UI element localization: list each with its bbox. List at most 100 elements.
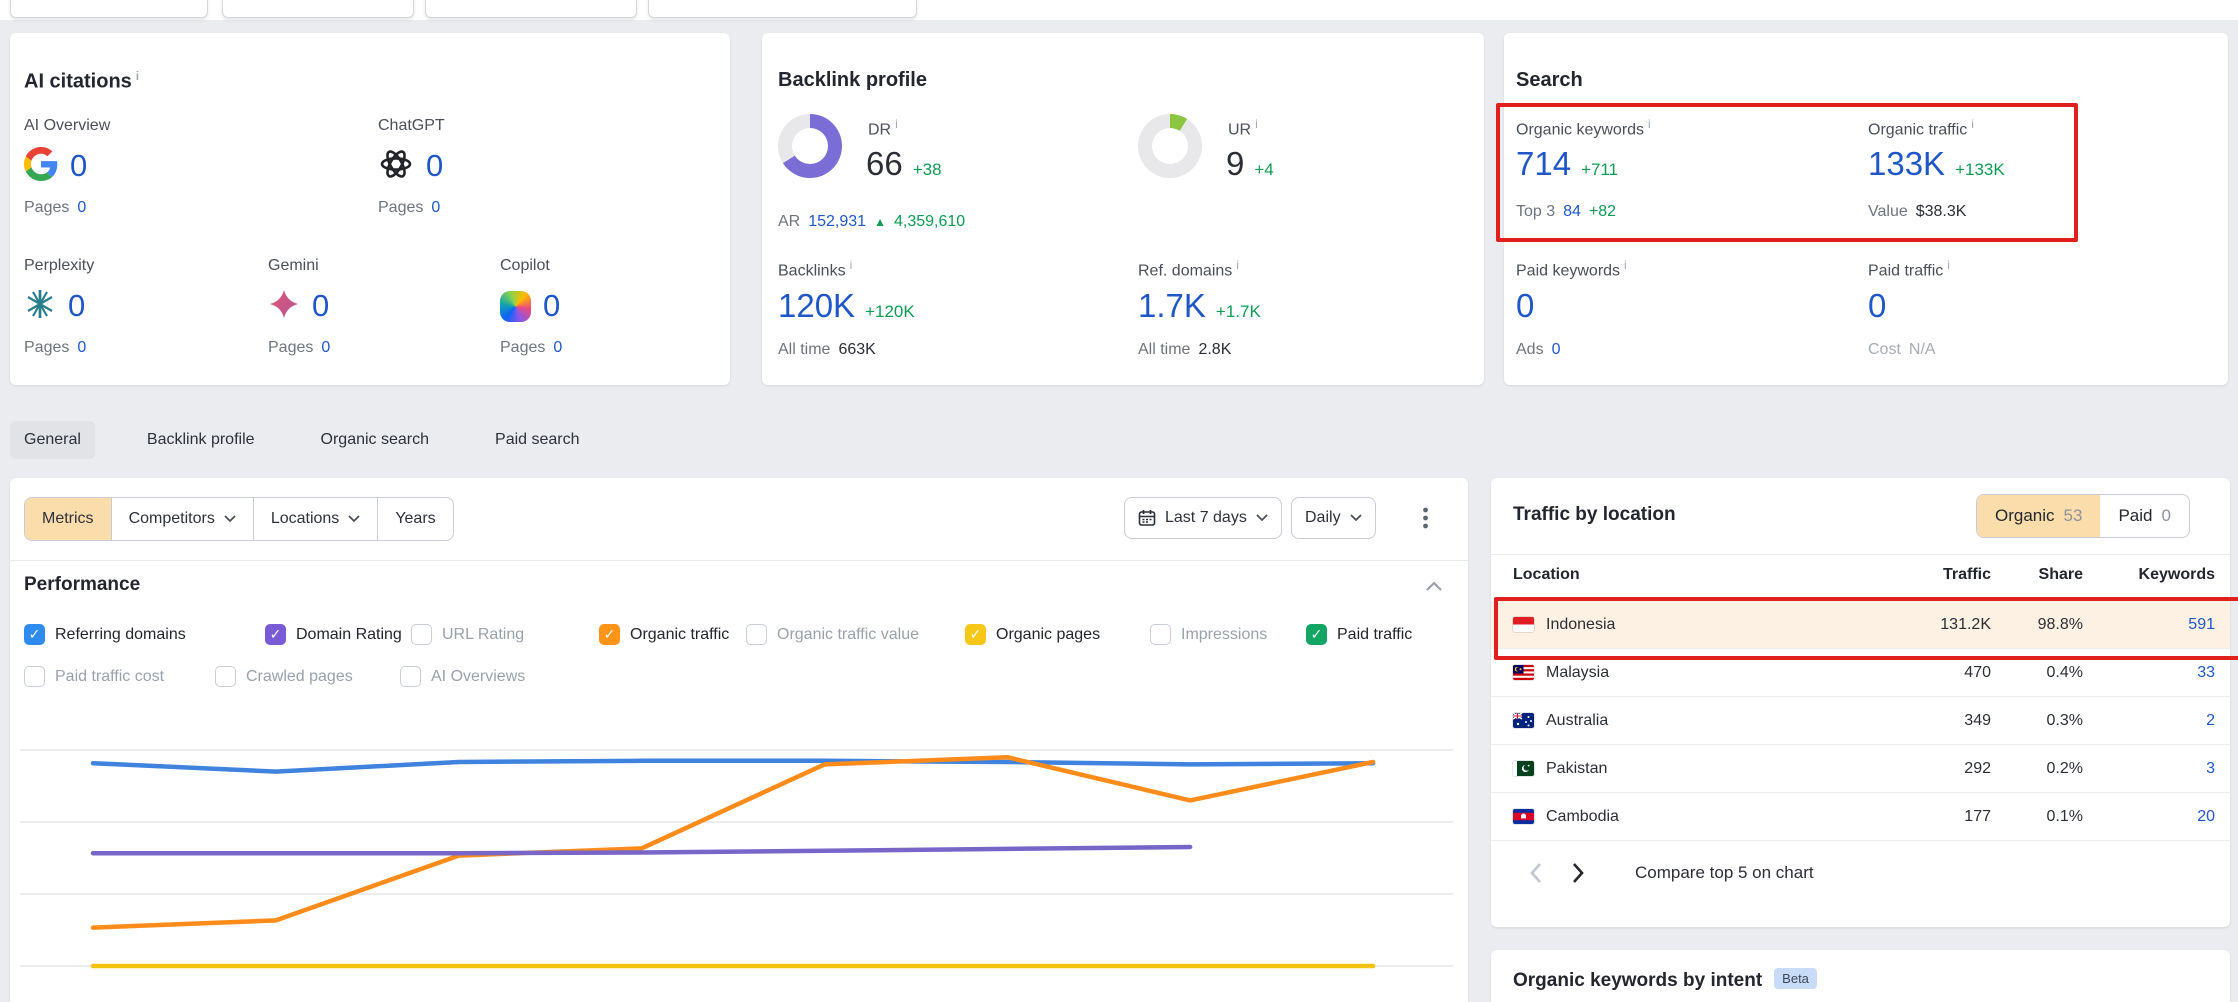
keywords-by-intent-card: Organic keywords by intent Beta: [1491, 950, 2230, 1002]
keywords-count-link[interactable]: 3: [2206, 759, 2215, 777]
checkbox[interactable]: [1306, 624, 1327, 645]
checkbox-domain-rating[interactable]: Domain Rating: [265, 624, 402, 645]
pages-count-link[interactable]: 0: [77, 199, 87, 216]
gemini-count: 0: [312, 288, 330, 323]
table-row-pakistan[interactable]: Pakistan 292 0.2% 3: [1491, 745, 2230, 793]
tab-paid-search[interactable]: Paid search: [495, 431, 580, 448]
report-tabs: General Backlink profile Organic search …: [10, 417, 594, 463]
ref-domains-value-link[interactable]: 1.7K: [1138, 287, 1206, 324]
info-icon[interactable]: i: [1624, 258, 1627, 272]
checkbox-organic-traffic[interactable]: Organic traffic: [599, 624, 729, 645]
paid-count: 0: [2161, 506, 2171, 525]
top3-value-link[interactable]: 84: [1563, 203, 1581, 220]
top-input-fragment[interactable]: [10, 0, 208, 18]
checkbox-impressions[interactable]: Impressions: [1150, 624, 1267, 645]
chevron-down-icon: [1349, 514, 1362, 522]
checkbox-organic-pages[interactable]: Organic pages: [965, 624, 1100, 645]
years-filter-button[interactable]: Years: [377, 498, 452, 540]
pages-count-link[interactable]: 0: [431, 199, 441, 216]
pages-count-link[interactable]: 0: [77, 339, 87, 356]
checkbox-label: Organic traffic value: [777, 625, 919, 643]
backlinks-label: Backlinks i: [778, 258, 853, 280]
paid-keywords-value-link[interactable]: 0: [1516, 287, 1535, 324]
checkbox[interactable]: [599, 624, 620, 645]
info-icon[interactable]: i: [895, 117, 898, 131]
backlink-profile-title: Backlink profile: [778, 69, 927, 91]
ar-delta: 4,359,610: [893, 213, 966, 230]
checkbox-paid-traffic-cost[interactable]: Paid traffic cost: [24, 666, 164, 687]
next-page-button[interactable]: [1571, 862, 1585, 884]
location-table: Indonesia 131.2K 98.8% 591 Malaysia 470 …: [1491, 601, 2230, 841]
info-icon[interactable]: i: [1648, 117, 1651, 131]
chatgpt-count: 0: [426, 148, 444, 183]
checkbox[interactable]: [746, 624, 767, 645]
competitors-filter-button[interactable]: Competitors: [110, 498, 253, 540]
keywords-count-link[interactable]: 20: [2197, 807, 2215, 825]
checkbox-organic-traffic-value[interactable]: Organic traffic value: [746, 624, 919, 645]
ref-domains-alltime-value: 2.8K: [1198, 341, 1232, 358]
keywords-count-link[interactable]: 33: [2197, 663, 2215, 681]
locations-filter-button[interactable]: Locations: [252, 498, 378, 540]
prev-page-button[interactable]: [1529, 862, 1543, 884]
paid-toggle-button[interactable]: Paid 0: [2100, 495, 2189, 537]
organic-keywords-label: Organic keywords i: [1516, 117, 1651, 139]
backlinks-value-link[interactable]: 120K: [778, 287, 856, 324]
checkbox[interactable]: [411, 624, 432, 645]
granularity-button[interactable]: Daily: [1291, 497, 1376, 539]
info-icon[interactable]: i: [1236, 258, 1239, 272]
checkbox-label: URL Rating: [442, 625, 525, 643]
checkbox[interactable]: [265, 624, 286, 645]
tab-backlink-profile[interactable]: Backlink profile: [146, 431, 255, 448]
metrics-filter-button[interactable]: Metrics: [25, 498, 111, 540]
keywords-count-link[interactable]: 591: [2188, 615, 2215, 633]
chatgpt-icon: [378, 146, 414, 187]
checkbox[interactable]: [400, 666, 421, 687]
divider: [1491, 554, 2230, 555]
organic-traffic-value-link[interactable]: 133K: [1868, 145, 1946, 182]
info-icon[interactable]: i: [1947, 258, 1950, 272]
top-input-fragment[interactable]: [425, 0, 637, 18]
checkbox-ai-overviews[interactable]: AI Overviews: [400, 666, 525, 687]
info-icon[interactable]: i: [1255, 117, 1258, 131]
top-input-fragment[interactable]: [648, 0, 917, 18]
checkbox-url-rating[interactable]: URL Rating: [411, 624, 524, 645]
info-icon[interactable]: i: [135, 69, 140, 83]
checkbox[interactable]: [24, 666, 45, 687]
checkbox[interactable]: [24, 624, 45, 645]
checkbox-crawled-pages[interactable]: Crawled pages: [215, 666, 353, 687]
pages-count-link[interactable]: 0: [553, 339, 563, 356]
checkbox-label: Paid traffic: [1337, 625, 1413, 643]
table-row-cambodia[interactable]: Cambodia 177 0.1% 20: [1491, 793, 2230, 841]
info-icon[interactable]: i: [1971, 117, 1974, 131]
cost-value: N/A: [1908, 341, 1936, 358]
table-row-malaysia[interactable]: Malaysia 470 0.4% 33: [1491, 649, 2230, 697]
organic-toggle-button[interactable]: Organic 53: [1977, 495, 2101, 537]
checkbox[interactable]: [215, 666, 236, 687]
ar-value-link[interactable]: 152,931: [808, 213, 867, 230]
table-row-indonesia[interactable]: Indonesia 131.2K 98.8% 591: [1491, 601, 2230, 649]
info-icon[interactable]: i: [849, 258, 853, 272]
organic-keywords-value-link[interactable]: 714: [1516, 145, 1572, 182]
up-triangle-icon: ▲: [874, 215, 886, 229]
checkbox[interactable]: [1150, 624, 1171, 645]
more-options-button[interactable]: [1412, 497, 1438, 539]
ai-overview-count: 0: [70, 148, 88, 183]
keywords-count-link[interactable]: 2: [2206, 711, 2215, 729]
ai-citation-chatgpt: ChatGPT 0 Pages 0: [378, 117, 445, 216]
collapse-section-button[interactable]: [1426, 578, 1442, 596]
top-input-fragment[interactable]: [222, 0, 414, 18]
compare-top5-link[interactable]: Compare top 5 on chart: [1635, 863, 1814, 882]
tab-organic-search[interactable]: Organic search: [320, 431, 430, 448]
pages-count-link[interactable]: 0: [321, 339, 331, 356]
location-table-header: Location Traffic Share Keywords: [1513, 566, 2215, 583]
checkbox[interactable]: [965, 624, 986, 645]
table-row-australia[interactable]: Australia 349 0.3% 2: [1491, 697, 2230, 745]
tab-general[interactable]: General: [10, 421, 95, 459]
calendar-icon: [1138, 510, 1156, 526]
checkbox-paid-traffic[interactable]: Paid traffic: [1306, 624, 1412, 645]
ads-count-link[interactable]: 0: [1551, 341, 1561, 358]
date-range-button[interactable]: Last 7 days: [1124, 497, 1282, 539]
copilot-count: 0: [543, 288, 561, 323]
checkbox-label: AI Overviews: [431, 667, 526, 685]
checkbox-referring-domains[interactable]: Referring domains: [24, 624, 186, 645]
